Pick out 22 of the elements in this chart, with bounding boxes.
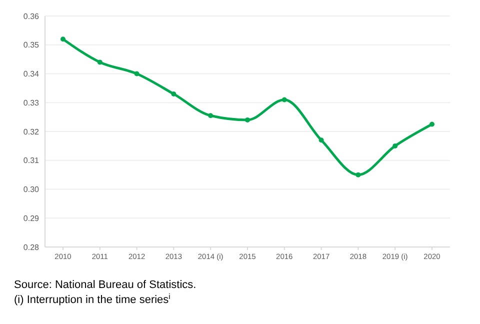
point — [208, 113, 214, 118]
point — [134, 71, 140, 76]
y-tick-label: 0.35 — [23, 40, 40, 50]
point — [430, 122, 434, 127]
point — [282, 97, 287, 102]
point — [60, 36, 66, 42]
source-note: Source: National Bureau of Statistics. — [14, 279, 196, 291]
y-tick-label: 0.36 — [23, 12, 40, 21]
point — [356, 172, 361, 178]
point — [245, 117, 250, 122]
point — [171, 91, 176, 96]
y-tick-label: 0.30 — [23, 185, 40, 194]
y-tick-label: 0.32 — [23, 127, 40, 136]
y-tick-label: 0.33 — [23, 98, 40, 108]
text: (i) Interruption in the time series$^{i}$ — [14, 292, 171, 306]
point — [318, 138, 324, 143]
point — [392, 143, 398, 148]
y-tick-label: 0.31 — [23, 156, 40, 166]
y-tick-label: 0.34 — [23, 70, 40, 79]
point — [97, 60, 102, 65]
y-tick-label: 0.28 — [23, 242, 40, 252]
y-tick-label: 0.29 — [23, 214, 40, 223]
